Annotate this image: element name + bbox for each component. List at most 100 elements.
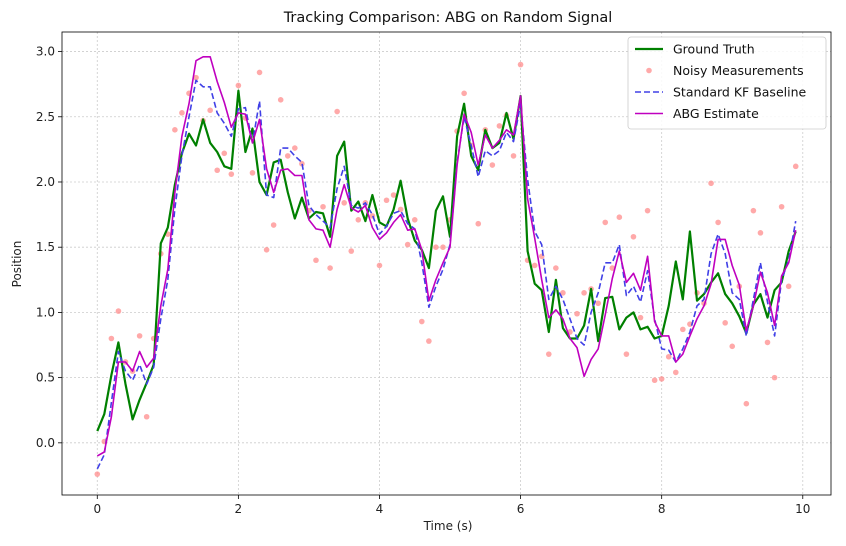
measurement-point [764,339,771,346]
y-tick-label: 2.0 [36,175,55,189]
measurement-point [581,290,587,296]
measurement-point [651,377,658,384]
plot-area-frame [61,31,832,496]
y-tick-label: 0.0 [36,436,55,450]
x-tick-label: 10 [795,502,810,516]
measurement-point [461,90,467,97]
series-layer [94,56,799,477]
abg-estimate-line [96,56,797,457]
measurement-point [270,222,277,228]
measurement-point [531,262,538,269]
measurement-point [221,150,228,157]
measurement-point [235,82,242,89]
chart-title: Tracking Comparison: ABG on Random Signa… [283,10,613,26]
measurement-point [595,300,601,307]
measurement-point [277,97,284,103]
measurement-point [623,351,630,357]
measurement-point [397,206,404,213]
measurement-point [609,265,616,271]
x-tick-label: 4 [376,502,384,516]
measurement-point [440,244,446,250]
measurement-point [553,265,559,271]
measurement-point [644,207,651,214]
y-tick-label: 1.0 [36,305,55,319]
measurement-point [348,248,355,254]
measurement-point [680,326,686,333]
measurement-point [341,200,348,206]
measurement-point [411,217,418,223]
measurement-point [94,471,101,477]
legend-label: ABG Estimate [673,106,759,121]
measurement-point [426,338,432,344]
measurement-point [750,207,757,214]
measurement-point [665,353,672,360]
measurement-point [256,69,263,76]
measurement-point [637,314,644,321]
measurement-point [757,230,764,236]
measurement-point [143,413,150,420]
x-tick-label: 8 [658,502,666,516]
legend-swatch-noisy-measurements [646,67,652,74]
measurement-point [658,376,665,382]
x-tick-label: 0 [93,502,101,516]
measurement-point [729,343,736,350]
measurement-point [355,217,362,223]
measurement-point [207,107,213,114]
measurement-point [263,247,270,253]
measurement-point [672,369,679,376]
measurement-point [785,283,792,290]
measurement-point [214,167,221,174]
measurement-point [383,197,390,204]
measurement-point [193,74,199,81]
standard-kf-baseline-line [96,79,797,470]
measurement-point [313,257,319,264]
measurement-point [743,400,750,407]
measurement-point [715,219,721,226]
measurement-point [108,335,115,342]
measurement-point [179,110,185,116]
measurement-point [778,203,785,210]
y-tick-label: 0.5 [36,371,55,385]
measurement-point [510,153,517,159]
measurement-point [630,233,637,240]
measurement-point [334,108,340,115]
measurement-point [136,333,143,339]
measurement-point [249,170,256,176]
measurement-point [228,171,235,177]
measurement-point [771,374,778,381]
x-tick-label: 2 [235,502,243,516]
measurement-point [376,262,383,269]
measurement-point [404,241,411,248]
measurement-point [292,145,298,151]
measurement-point [115,308,122,314]
measurement-point [517,61,524,68]
measurement-point [574,310,580,317]
measurement-point [284,153,291,159]
measurement-point [792,163,799,170]
measurement-point [172,127,178,133]
measurement-point [545,351,552,357]
x-axis-label: Time (s) [423,519,473,533]
legend: Ground Truth Noisy Measurements Standard K… [627,36,827,130]
ground-truth-line [96,89,797,432]
legend-label: Standard KF Baseline [673,85,807,100]
measurement-point [299,160,305,167]
measurement-point [489,162,496,168]
measurement-point [722,320,728,326]
x-tick-label: 6 [517,502,525,516]
measurement-point [496,123,503,129]
y-tick-label: 2.5 [36,110,55,124]
measurement-point [708,180,714,187]
measurement-point [616,214,623,220]
axis-ticks: 0 2 4 6 8 10 0.0 0.5 1.0 1.5 2.0 2.5 3.0 [36,45,811,516]
measurement-point [602,219,609,226]
measurement-point [475,220,482,227]
legend-box [627,36,827,130]
measurement-point [320,203,326,210]
legend-label: Noisy Measurements [673,63,804,78]
y-tick-label: 1.5 [36,240,55,254]
measurement-point [327,265,333,271]
y-tick-label: 3.0 [36,45,55,59]
measurement-point [390,192,397,198]
